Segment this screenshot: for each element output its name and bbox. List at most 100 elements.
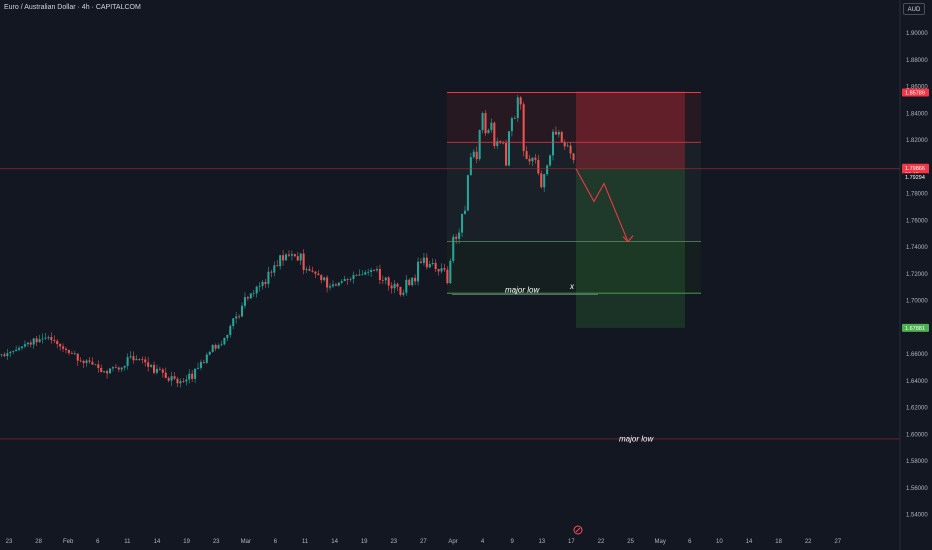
candle-body [211,344,214,352]
candle-body [73,353,76,355]
candle [126,353,129,370]
candle-body [47,337,50,338]
candle-body [493,122,496,146]
candle-body [182,381,185,382]
candle-body [375,269,379,271]
candle [378,264,381,285]
candle-body [396,283,399,287]
candle-body [35,338,38,343]
candle-body [443,268,446,270]
time-tick-label: 10 [716,539,723,545]
candle-body [311,270,314,272]
candle-body [41,338,44,340]
candle [317,270,320,276]
candle [56,338,59,349]
candle [414,274,417,286]
candle-body [463,210,467,214]
target-price-tag-bg [902,323,929,332]
candle-body [384,277,387,281]
candle [117,366,120,372]
target-price-tag-text: 1.67881 [905,326,925,332]
candle [349,277,352,282]
bid-price-tag: 1.79294 [902,173,929,182]
candle [246,295,249,301]
candle [147,357,150,372]
price-tick-label: 1.76000 [906,218,928,224]
candle [38,335,41,343]
candle [537,154,540,176]
candle [196,362,200,370]
candle [455,234,458,244]
candle [129,351,132,359]
candle [311,266,314,273]
candle [525,146,528,160]
candle-body [516,97,519,119]
candle [434,259,437,272]
projection-path [575,168,629,242]
candle-body [334,284,337,286]
candle [290,250,293,261]
candle-body [188,373,191,380]
candle-body [226,334,229,338]
candle [97,360,100,373]
candle [235,311,238,324]
candle [543,173,546,192]
candle [217,343,220,350]
price-tick-label: 1.62000 [906,406,928,412]
stop-loss-zone [576,91,685,169]
candle [241,302,244,318]
candle [182,378,185,384]
time-tick-label: 14 [746,539,753,545]
candle-body [0,354,3,356]
candle [79,357,82,363]
candle [29,340,32,348]
candle-body [546,165,549,175]
candle-body [246,297,249,299]
candle-body [191,373,194,379]
candle [329,283,332,291]
candle [73,350,76,356]
candle [94,363,97,366]
candle [431,258,434,266]
candle-body [76,353,79,361]
candle [0,353,3,358]
time-tick-label: 9 [511,539,515,545]
candle-body [293,254,296,257]
candle [108,368,112,374]
price-tick-label: 1.66000 [906,352,928,358]
candle-body [308,269,311,271]
candle-body [91,361,94,365]
candle-body [475,151,478,160]
candle-body [452,236,455,261]
candle [267,266,270,288]
candle-body [329,286,332,288]
candle-body [129,356,132,358]
candle-body [18,347,21,350]
candle [472,149,475,159]
candle-body [287,254,290,256]
candle-body [70,352,73,354]
candle [370,267,373,277]
candle-body [458,232,461,239]
candle [484,110,487,136]
candle-body [126,357,129,366]
candle-body [419,261,423,263]
candle [381,275,384,284]
price-tick-label: 1.60000 [906,432,928,438]
candle [6,348,9,360]
candle-body [531,157,534,162]
candle [208,350,211,356]
candle-body [505,143,508,166]
replay-clock-icon[interactable] [573,525,583,535]
projection-arrowhead [622,235,634,243]
candle-body [557,132,560,135]
time-tick-label: 19 [183,539,190,545]
time-tick-label: Mar [241,539,251,545]
candle-body [290,254,293,256]
candle [106,369,109,379]
candle-body [223,337,226,345]
candle-body [64,348,68,350]
currency-selector[interactable]: AUD [903,3,925,15]
candle-body [82,360,85,363]
